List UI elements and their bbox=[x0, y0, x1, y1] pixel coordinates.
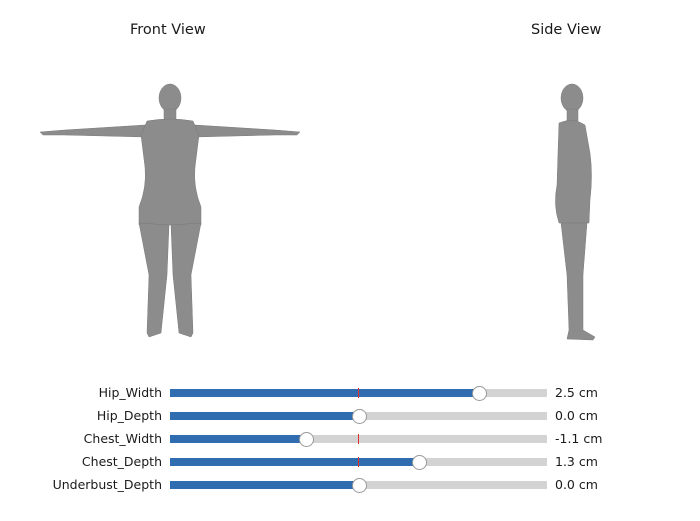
slider-value: -1.1 cm bbox=[555, 431, 603, 446]
front-view-title: Front View bbox=[130, 22, 206, 38]
slider-row: Underbust_Depth 0.0 cm bbox=[0, 477, 700, 493]
side-view-body-mesh[interactable] bbox=[545, 75, 605, 345]
slider-handle[interactable] bbox=[351, 409, 367, 424]
slider-track[interactable] bbox=[170, 455, 547, 470]
slider-value: 2.5 cm bbox=[555, 385, 598, 400]
slider-track[interactable] bbox=[170, 432, 547, 447]
slider-track[interactable] bbox=[170, 478, 547, 493]
slider-label: Chest_Width bbox=[83, 431, 162, 446]
slider-handle[interactable] bbox=[298, 432, 314, 447]
slider-value: 0.0 cm bbox=[555, 408, 598, 423]
slider-label: Hip_Depth bbox=[96, 408, 162, 423]
slider-label: Chest_Depth bbox=[81, 454, 162, 469]
slider-fill bbox=[170, 389, 480, 397]
slider-handle[interactable] bbox=[351, 478, 367, 493]
slider-value: 1.3 cm bbox=[555, 454, 598, 469]
initial-value-marker bbox=[358, 434, 359, 444]
slider-fill bbox=[170, 412, 359, 420]
slider-fill bbox=[170, 435, 306, 443]
slider-value: 0.0 cm bbox=[555, 477, 598, 492]
slider-fill bbox=[170, 458, 419, 466]
slider-label: Hip_Width bbox=[98, 385, 162, 400]
slider-handle[interactable] bbox=[411, 455, 427, 470]
slider-row: Hip_Width 2.5 cm bbox=[0, 385, 700, 401]
slider-track[interactable] bbox=[170, 409, 547, 424]
side-view-title: Side View bbox=[531, 22, 602, 38]
initial-value-marker bbox=[358, 457, 359, 467]
slider-row: Hip_Depth 0.0 cm bbox=[0, 408, 700, 424]
slider-track[interactable] bbox=[170, 386, 547, 401]
initial-value-marker bbox=[358, 388, 359, 398]
slider-label: Underbust_Depth bbox=[52, 477, 162, 492]
slider-row: Chest_Depth 1.3 cm bbox=[0, 454, 700, 470]
slider-row: Chest_Width -1.1 cm bbox=[0, 431, 700, 447]
slider-fill bbox=[170, 481, 359, 489]
front-view-body-mesh[interactable] bbox=[35, 75, 305, 345]
slider-handle[interactable] bbox=[472, 386, 488, 401]
